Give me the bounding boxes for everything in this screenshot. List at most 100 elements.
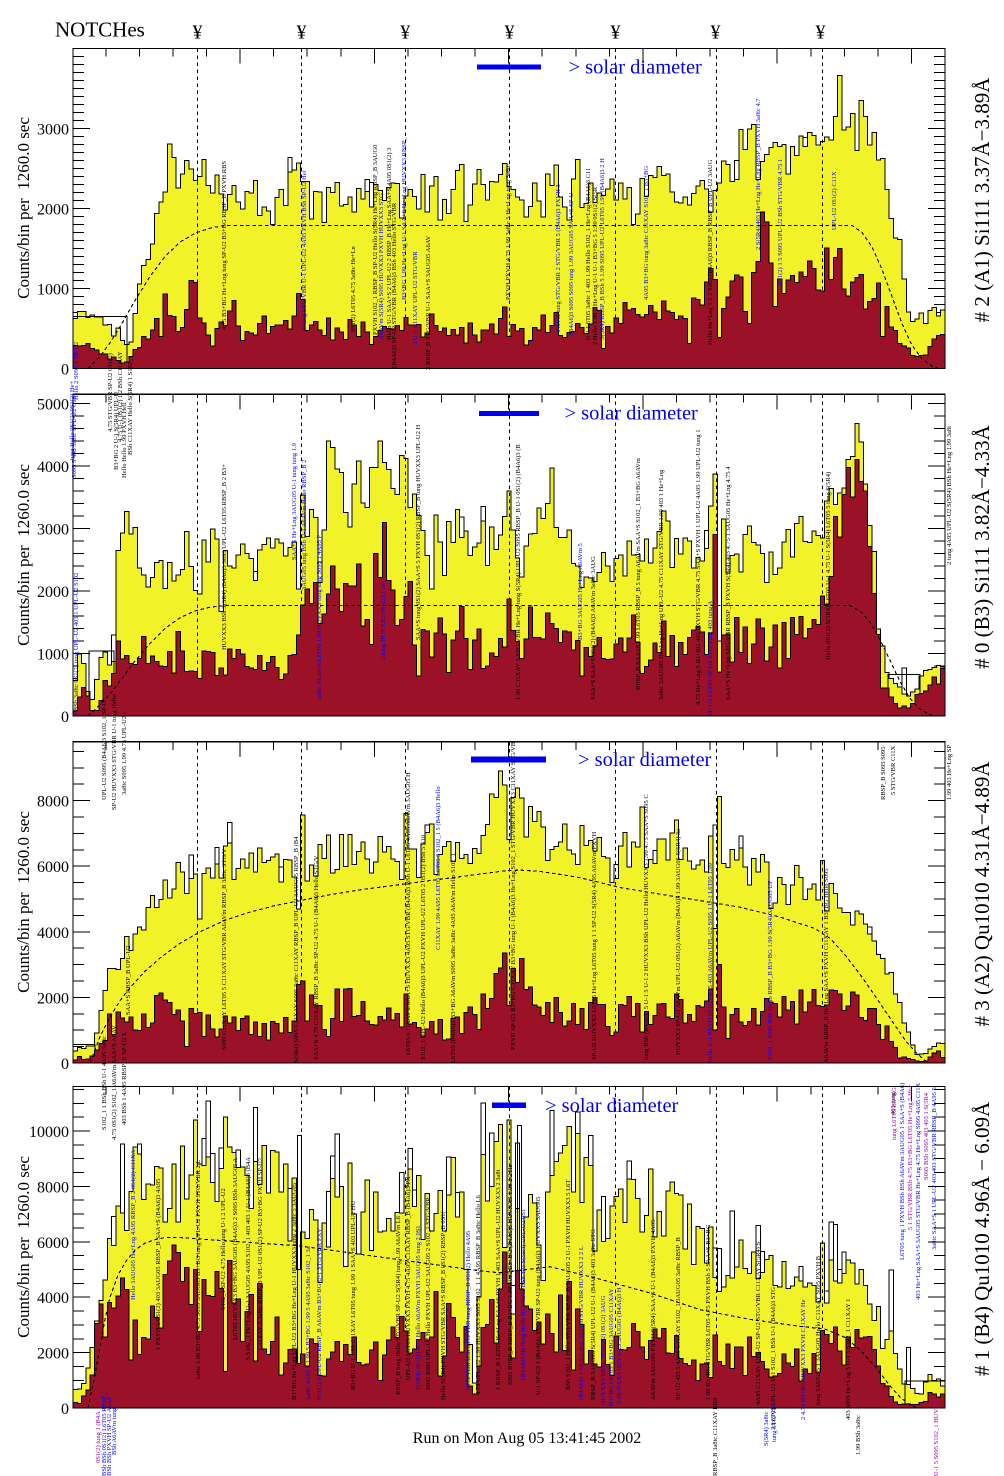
svg-text:0: 0 <box>61 1056 69 1073</box>
svg-text:S(5R4) RBSP_B BSh 5 1.99 S095: S(5R4) RBSP_B BSh 5 1.99 S095 UPL-U2 L6T… <box>599 158 606 340</box>
svg-text:UPL-U2 L6T05 HUVXX3 PXVH 4.75: UPL-U2 L6T05 HUVXX3 PXVH 4.75 4A95 C11XA… <box>405 1176 412 1380</box>
svg-text:1 PXVH 1 0S1(2) 403 3AUG05 RBS: 1 PXVH 1 0S1(2) 403 3AUG05 RBSP_B SAA+S … <box>155 1177 162 1350</box>
svg-text:L6T05 tung 1 PXVH BSh BSh A6AV: L6T05 tung 1 PXVH BSh BSh A6AVm 3AUG05 1… <box>899 1083 906 1260</box>
svg-text:8000: 8000 <box>37 794 69 811</box>
svg-text:> solar diameter: > solar diameter <box>545 1095 679 1117</box>
svg-text:Counts/bin per 1260.0 sec: Counts/bin per 1260.0 sec <box>14 464 33 646</box>
svg-text:5 HUVXX3 HUVXX3 3AUG05 (B4A6)3: 5 HUVXX3 HUVXX3 3AUG05 (B4A6)3 H <box>616 1287 623 1404</box>
svg-text:BSh S102_1 Hello STG/VBR RBSP_: BSh S102_1 Hello STG/VBR RBSP_B 3AUG05 2… <box>565 1180 572 1390</box>
svg-text:4.75 U-1 0S1(2) 1 2 BSh C11XAY: 4.75 U-1 0S1(2) 1 2 BSh C11XAY <box>117 351 124 442</box>
svg-text:> solar diameter: > solar diameter <box>578 749 712 771</box>
svg-text:403 He+Lng SAA+S 3AUG05 STG/VB: 403 He+Lng SAA+S 3AUG05 STG/VBR He+Lng 4… <box>915 1083 922 1300</box>
svg-text:1.99 BSh 3a8tc: 1.99 BSh 3a8tc <box>855 1413 862 1455</box>
svg-text:2 4.75 B3+BG HUVXX3 PXVH C11XA: 2 4.75 B3+BG HUVXX3 PXVH C11XAY He <box>800 1299 807 1420</box>
svg-text:# 0 (B3) Si111 3.82Å−4.33Å: # 0 (B3) Si111 3.82Å−4.33Å <box>970 424 994 668</box>
svg-text:3a8tc S095 1.99 4.75 UPL-U2 t: 3a8tc S095 1.99 4.75 UPL-U2 t <box>121 712 128 795</box>
svg-text:S095 5 403 3a8tc UPL-U2 C11: S095 5 403 3a8tc UPL-U2 C11 <box>71 396 78 478</box>
svg-text:3000: 3000 <box>37 122 69 139</box>
svg-text:L6T05 HUVXX3 B3+BG 3AUG05 (B4A: L6T05 HUVXX3 B3+BG 3AUG05 (B4A6)3 2 S095… <box>232 1157 239 1340</box>
svg-text:3a8tc 1.99 B3+BG 4.75 S095 3AU: 3a8tc 1.99 B3+BG 4.75 S095 3AUG05 B3+BG … <box>195 1160 202 1380</box>
svg-text:¥: ¥ <box>505 22 515 44</box>
svg-text:0S1(2) 1 5 S095 UPL-U2 BSh STG: 0S1(2) 1 5 S095 UPL-U2 BSh STG/VBR 4.75 … <box>777 157 784 285</box>
svg-text:B3+BG L6T05 1 B3+BG 3AUG05 C11: B3+BG L6T05 1 B3+BG 3AUG05 C11XAY <box>608 1287 615 1406</box>
svg-text:Hello Hello 1.99 PXVH Hell: Hello Hello 1.99 PXVH Hell <box>121 402 128 478</box>
svg-text:¥: ¥ <box>193 22 203 44</box>
svg-text:Hello 0S1(2) S(5R4) L6T05 U-1: Hello 0S1(2) S(5R4) L6T05 U-1 4.75 U-1 S… <box>825 472 832 660</box>
svg-text:5000: 5000 <box>37 396 69 413</box>
svg-text:0S1(2) L6T05 4.75 3a8tc He+Ln: 0S1(2) L6T05 4.75 3a8tc He+Ln <box>350 245 357 332</box>
svg-text:STG/VBR BSh STG/VBR tung RBSP_: STG/VBR BSh STG/VBR tung RBSP_B 0S1(2) H… <box>465 1229 472 1390</box>
svg-text:UPL-U2 S095 (B4A6)3 S102_1 SP-: UPL-U2 S095 (B4A6)3 S102_1 SP-U <box>101 700 108 800</box>
svg-text:0S1(2) tung 1 (B4A: 0S1(2) tung 1 (B4A <box>95 1411 102 1463</box>
svg-text:3a8tc 3AUG05 He+Lng He+Lng UPL: 3a8tc 3AUG05 He+Lng He+Lng UPL-U2 4.75 C… <box>658 469 665 700</box>
svg-text:4.75 0S1(2) S102_1 A6AVm SAA+S: 4.75 0S1(2) S102_1 A6AVm SAA+S A6AV <box>111 1025 118 1140</box>
svg-text:S095 RBSP_B RBSP_B B3+BG 1.99: S095 RBSP_B RBSP_B B3+BG 1.99 S095 B3+BG… <box>507 1164 514 1385</box>
svg-text:L6T05 C11XAY 2 SAA+S HUVXX3 4A: L6T05 C11XAY 2 SAA+S HUVXX3 4A95 STG/VBR… <box>405 772 412 1055</box>
svg-text:2000: 2000 <box>37 584 69 601</box>
svg-text:U-1 L6T05 3a8tc 1 403 1.99 Hel: U-1 L6T05 3a8tc 1 403 1.99 Hello S102_1 … <box>585 168 592 340</box>
svg-text:SAA+S He+Lng 3AUG05 U-1 tung t: SAA+S He+Lng 3AUG05 U-1 tung tung 1.9 <box>291 443 298 560</box>
svg-text:10000: 10000 <box>29 1124 69 1141</box>
svg-text:(B4A6)3 He+Lng Hello HUVXX3 BS: (B4A6)3 He+Lng Hello HUVXX3 BSh 403 S(5R… <box>520 1209 527 1380</box>
svg-text:S(5R4) 3a8tc: S(5R4) 3a8tc <box>763 1410 770 1446</box>
svg-text:HUVXX3 SP-U2 A6AVm UPL-U2 0S1(: HUVXX3 SP-U2 A6AVm UPL-U2 0S1(2) A6AVm (… <box>675 829 682 1055</box>
svg-text:L6T05 (B4A6)3 B3+BG A6AVm S095: L6T05 (B4A6)3 B3+BG A6AVm S095 3a8tc 3a8… <box>450 853 457 1063</box>
svg-text:1.99 B3+BG STG/VBR L6T05 4.75: 1.99 B3+BG STG/VBR L6T05 4.75 PXVH BSh 5… <box>705 1223 712 1400</box>
svg-text:6000: 6000 <box>37 859 69 876</box>
svg-text:5 tung STG/VBR U-1 UPL-U2 4A95: 5 tung STG/VBR U-1 UPL-U2 4A95 PXVH BSh … <box>301 170 308 330</box>
svg-text:RBSP_B 3a8tc C11XAY RBS: RBSP_B 3a8tc C11XAY RBS <box>712 1397 719 1476</box>
svg-text:4.75 STG/VBR SP-U2 0S1(2): 4.75 STG/VBR SP-U2 0S1(2) <box>107 353 114 432</box>
svg-text:0S1(2) 5 UPL-U2 RBSP_B A6AVm B: 0S1(2) 5 UPL-U2 RBSP_B A6AVm B3+BG U-1 S… <box>316 1228 323 1400</box>
svg-text:¥: ¥ <box>816 22 826 44</box>
svg-text:SAA+S He+Lng STG/VBR RBSP_B PX: SAA+S He+Lng STG/VBR RBSP_B PXVH S(5R4) … <box>725 466 732 700</box>
svg-text:(B4A6)3 S095 S095 tung 1.99 3A: (B4A6)3 S095 S095 tung 1.99 3AUG05 SAA+S… <box>568 192 575 335</box>
svg-text:3a8tc A6AVm L6T05 1.99 HUVXX3: 3a8tc A6AVm L6T05 1.99 HUVXX3 tung tung … <box>316 535 323 700</box>
svg-text:¥: ¥ <box>400 22 410 44</box>
svg-text:2 tung 4A95 UPL-U2 S(5R4) BSh: 2 tung 4A95 UPL-U2 S(5R4) BSh He+Lng 1.9… <box>946 426 953 565</box>
svg-text:Hello 3AUG05 He+Lng 4A95 RBSP_: Hello 3AUG05 He+Lng 4A95 RBSP_B 2 0S1(2)… <box>130 1149 137 1300</box>
svg-text:PXVH PXVH 4.75 1.99 3a8tc 5 He: PXVH PXVH 4.75 1.99 3a8tc 5 He+Lng tung … <box>505 163 512 300</box>
svg-text:S102_1 1 BSh BSh U-1 4A95 3a8t: S102_1 1 BSh BSh U-1 4A95 3a8tc <box>101 1036 108 1130</box>
svg-text:S102_1 UPL-U2 Hello (B4A6)3 UP: S102_1 UPL-U2 Hello (B4A6)3 UPL-U2 PXVH … <box>420 835 427 1060</box>
svg-text:1 RBSP_B L6T05 He+Lng SAA+S PX: 1 RBSP_B L6T05 He+Lng SAA+S PXVH 1 403 S… <box>495 1169 502 1390</box>
svg-text:(B4A6)3 1 SP-U2 403 A6AVm STG/: (B4A6)3 1 SP-U2 403 A6AVm STG/VBR HUVXX3… <box>578 1246 585 1400</box>
svg-text:2 tung HUVXX3 0S1(2) 2 3a: 2 tung HUVXX3 0S1(2) 2 3a <box>380 583 387 660</box>
svg-text:403 S095 He+Lng 5 U-1 5 S102_1: 403 S095 He+Lng 5 U-1 5 S102_1 C11XAY 1 <box>845 1297 852 1420</box>
svg-text:2000: 2000 <box>37 990 69 1007</box>
svg-text:1000: 1000 <box>37 282 69 299</box>
svg-text:C11XAY 5 3a8tc RBSP_B UPL-U2 0: C11XAY 5 3a8tc RBSP_B UPL-U2 0S1(2) SP-U… <box>257 1156 264 1350</box>
svg-text:PXVH S102_1 RBSP_B SP-U2 Hello: PXVH S102_1 RBSP_B SP-U2 Hello S(5R4) He… <box>372 145 379 335</box>
svg-text:B3+BG 1.99 He+Lng U-1 SAA+S He: B3+BG 1.99 He+Lng U-1 SAA+S He+Lng HUVXX… <box>401 137 408 300</box>
svg-text:BSh BSh 0S1(2) L6T05 RBSP_: BSh BSh 0S1(2) L6T05 RBSP_ <box>101 1392 108 1476</box>
svg-text:0: 0 <box>61 709 69 726</box>
svg-text:¥: ¥ <box>297 22 307 44</box>
svg-text:Hello He+Lng 1 2 2 S095 (B4A6): Hello He+Lng 1 2 2 S095 (B4A6)3 RBSP_B R… <box>707 159 714 345</box>
svg-text:3AUG05 tung BSh U-1 A6AVm Hell: 3AUG05 tung BSh U-1 A6AVm Hello RBSP_B 2 <box>301 460 308 590</box>
svg-text:S095 BSh S095 403 403 1 S(5R4: S095 BSh S095 403 403 1 S(5R4 <box>923 1092 930 1180</box>
svg-text:5 STG/VBR C11X: 5 STG/VBR C11X <box>890 745 897 795</box>
svg-text:2 S(5R4) 403 He+Lng He+Lng RBS: 2 S(5R4) 403 He+Lng He+Lng RBSP_B PXVH 3… <box>755 98 762 250</box>
svg-text:RBSP_B 3AUG05 S(5R4) UPL-U2 U-: RBSP_B 3AUG05 S(5R4) UPL-U2 U-1 (B4A6)3 … <box>590 1229 597 1400</box>
svg-text:SP-U2 403 5 4A95 C11XAY S102_1: SP-U2 403 5 4A95 C11XAY S102_1 3AUG05 3a… <box>675 1236 682 1400</box>
svg-text:SP-U2 L6T05 SP-U2 STG/VBR 403: SP-U2 L6T05 SP-U2 STG/VBR 403 tung A <box>707 600 714 716</box>
svg-text:3a8tc SAA+S 1 UPL-U2 403 403 S: 3a8tc SAA+S 1 UPL-U2 403 403 STG/VBR RBS… <box>931 1087 938 1250</box>
svg-text:0: 0 <box>61 362 69 379</box>
svg-text:2 U-1 C11XAY UPL-U2 STG/VBR: 2 U-1 C11XAY UPL-U2 STG/VBR <box>412 250 419 345</box>
svg-text:BSh A6AVm tung: BSh A6AVm tung <box>111 1406 118 1455</box>
svg-text:3a8tc 4A95 5 1.99 5 B3+BG 1.99: 3a8tc 4A95 5 1.99 5 B3+BG 1.99 5 4A95 3a… <box>305 1246 312 1400</box>
svg-text:B3+BG 3AUG05 He+Lng A6AVm 5: B3+BG 3AUG05 He+Lng A6AVm 5 <box>577 542 584 640</box>
svg-text:8000: 8000 <box>37 1179 69 1196</box>
svg-text:¥: ¥ <box>611 22 621 44</box>
svg-text:> solar diameter: > solar diameter <box>565 403 699 425</box>
svg-text:4.75 UPL-U2 1.99 HUVXX3 S095 S: 4.75 UPL-U2 1.99 HUVXX3 S095 S102_1 1 4A… <box>475 1194 482 1395</box>
svg-text:2 BSh 3a8tc 0S1(2) tung UPL-U2: 2 BSh 3a8tc 0S1(2) tung UPL-U2 403 1 UPL… <box>73 572 80 716</box>
svg-text:5 1 STG/VBR BSh 4.75 B3+BG L6T: 5 1 STG/VBR BSh 4.75 B3+BG L6T05 He+Lng … <box>907 1084 914 1230</box>
svg-text:4.75 He+Lng 5 B3+BG 403 PXVH S: 4.75 He+Lng 5 B3+BG 403 PXVH STG/VBR 4.7… <box>695 429 702 705</box>
svg-text:B3+BG He+Lng UPL-U2 B3+BG He+L: B3+BG He+Lng UPL-U2 B3+BG He+Lng U-1 HUV… <box>291 1183 298 1400</box>
svg-text:Hello S(5R4) PXVH STG/VBR SAA+: Hello S(5R4) PXVH STG/VBR SAA+S RBSP_B 0… <box>440 1211 447 1400</box>
svg-text:Hello 2 S095 5 SP-U2: Hello 2 S095 5 SP-U2 <box>73 342 80 400</box>
svg-text:U-1 5 S095 S102_1 HUVXX: U-1 5 S095 S102_1 HUVXX <box>933 1399 940 1476</box>
svg-text:PXVH SP-U2 B3+BG C11XAY B3+BG: PXVH SP-U2 B3+BG C11XAY B3+BG tung U-1 (… <box>510 741 517 1050</box>
svg-text:0: 0 <box>61 1401 69 1418</box>
svg-text:¥: ¥ <box>711 22 721 44</box>
